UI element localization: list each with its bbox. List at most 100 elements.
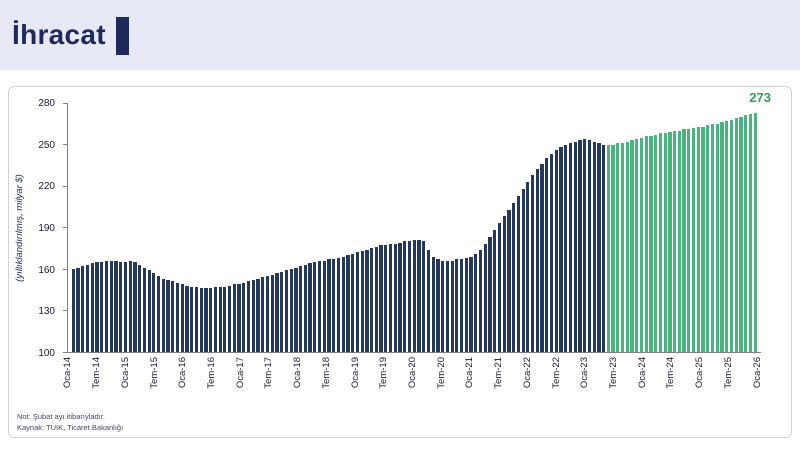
bar-actual [535, 169, 539, 352]
bar-forecast [687, 129, 691, 352]
header-accent-block [115, 17, 129, 55]
bar-actual [270, 274, 274, 352]
bar-actual [478, 249, 483, 352]
y-tick-label: 280 [38, 98, 55, 109]
chart-card: (yıllıklandırılmış, milyar $) 100 130 160 1… [8, 86, 792, 438]
bar-forecast [649, 136, 653, 352]
bar-actual [407, 241, 412, 352]
bar-actual [521, 188, 525, 352]
y-tick-label: 190 [38, 223, 55, 234]
bar-forecast [606, 144, 610, 352]
bar-forecast [725, 120, 729, 352]
bar-actual [365, 249, 369, 352]
bar-actual [104, 260, 109, 352]
bar-actual [246, 281, 251, 352]
bar-forecast [696, 126, 700, 352]
bar-forecast [639, 137, 644, 352]
bar-actual [483, 244, 487, 352]
bar-actual [355, 252, 360, 352]
bar-actual [592, 141, 596, 352]
bar-actual [71, 269, 75, 352]
bar-actual [602, 144, 606, 352]
y-tick-mark [63, 227, 68, 228]
x-tick-label: Tem-25 [722, 357, 734, 389]
page-title: İhracat [12, 19, 106, 50]
bar-actual [379, 245, 383, 352]
bar-forecast [715, 123, 719, 352]
x-tick-label: Oca-25 [694, 357, 706, 389]
bar-actual [587, 140, 592, 352]
bar-actual [351, 253, 355, 352]
bar-actual [374, 246, 378, 352]
bar-actual [284, 270, 289, 352]
bar-actual [327, 259, 331, 352]
bar-forecast [635, 138, 639, 352]
plot-area [63, 102, 761, 353]
footnote-source: Kaynak: TÜİK, Ticaret Bakanlığı [17, 422, 124, 432]
bar-actual [464, 257, 468, 352]
bar-forecast [644, 136, 648, 352]
bar-actual [299, 266, 303, 352]
footnotes: Not: Şubat ayı itibarıyladır. Kaynak: TÜ… [17, 412, 123, 433]
x-tick-label: Oca-24 [636, 357, 648, 389]
bar-actual [502, 216, 506, 352]
footnote-note: Not: Şubat ayı itibarıyladır. [17, 412, 105, 421]
bar-actual [493, 230, 497, 352]
y-tick-mark [63, 351, 68, 353]
y-tick-label: 160 [38, 264, 55, 276]
y-tick-mark [63, 144, 68, 145]
bar-forecast [701, 126, 705, 352]
bar-actual [194, 286, 199, 352]
bar-forecast [630, 140, 634, 352]
x-tick-label: Tem-24 [665, 357, 677, 389]
bar-actual [403, 241, 407, 352]
bar-actual [507, 209, 511, 352]
bar-forecast [739, 116, 743, 352]
bar-actual [171, 281, 175, 352]
bar-actual [152, 273, 156, 352]
bar-actual [85, 264, 90, 352]
last-value-label: 273 [749, 90, 771, 105]
x-tick-label: Oca-21 [464, 357, 476, 389]
bar-actual [317, 260, 322, 352]
bar-actual [308, 263, 312, 352]
bar-actual [185, 285, 189, 352]
bar-actual [123, 262, 128, 352]
bar-forecast [691, 127, 696, 352]
bar-actual [341, 256, 345, 352]
bar-actual [128, 260, 132, 352]
bar-actual [426, 249, 431, 352]
bar-actual [488, 237, 492, 352]
bar-actual [497, 223, 502, 352]
bar-forecast [654, 134, 658, 352]
y-axis-tick-labels: 100 130 160 190 220 250 280 [9, 98, 63, 359]
bar-actual [280, 271, 284, 352]
bar-actual [81, 266, 85, 352]
bar-forecast [729, 119, 734, 352]
bar-actual [156, 275, 161, 352]
bar-actual [166, 280, 170, 352]
bar-actual [474, 253, 478, 352]
bar-forecast [682, 129, 686, 352]
bar-actual [384, 245, 388, 352]
bar-actual [133, 262, 137, 352]
bar-actual [360, 251, 364, 352]
bar-actual [313, 262, 317, 352]
bar-actual [161, 278, 165, 352]
bar-forecast [663, 133, 667, 352]
bar-actual [209, 288, 213, 352]
y-tick-label: 250 [38, 139, 55, 151]
bar-forecast [706, 125, 710, 352]
bar-actual [559, 147, 563, 352]
header: İhracat [0, 0, 800, 70]
bar-actual [573, 141, 577, 352]
bar-actual [218, 286, 222, 352]
y-tick-label: 100 [38, 348, 55, 359]
bar-actual [441, 260, 445, 352]
bar-actual [455, 259, 459, 352]
bar-actual [109, 260, 113, 352]
bar-actual [578, 140, 582, 352]
bar-actual [568, 143, 573, 352]
bar-actual [530, 174, 535, 352]
x-tick-label: Oca-22 [521, 357, 533, 389]
